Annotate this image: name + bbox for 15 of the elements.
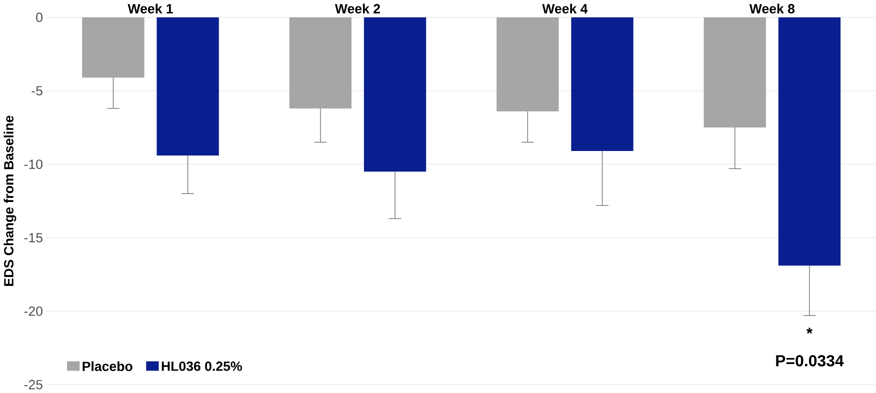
legend-label: HL036 0.25% — [162, 361, 242, 371]
x-tick-label: Week 2 — [334, 4, 380, 14]
y-axis-title: EDS Change from Baseline — [4, 116, 16, 286]
y-tick-label: 0 — [36, 12, 42, 22]
annotation: * — [806, 328, 813, 334]
y-tick-label: -10 — [24, 160, 42, 169]
y-tick-label: -20 — [24, 306, 42, 316]
annotation: P=0.0334 — [776, 355, 844, 366]
x-tick-label: Week 4 — [542, 4, 588, 14]
x-tick-label: Week 1 — [128, 4, 173, 14]
y-tick-label: -5 — [32, 86, 42, 96]
x-tick-label: Week 8 — [749, 4, 795, 14]
y-tick-label: -15 — [24, 233, 42, 242]
legend-label: Placebo — [82, 361, 132, 372]
y-tick-label: -25 — [24, 380, 42, 390]
